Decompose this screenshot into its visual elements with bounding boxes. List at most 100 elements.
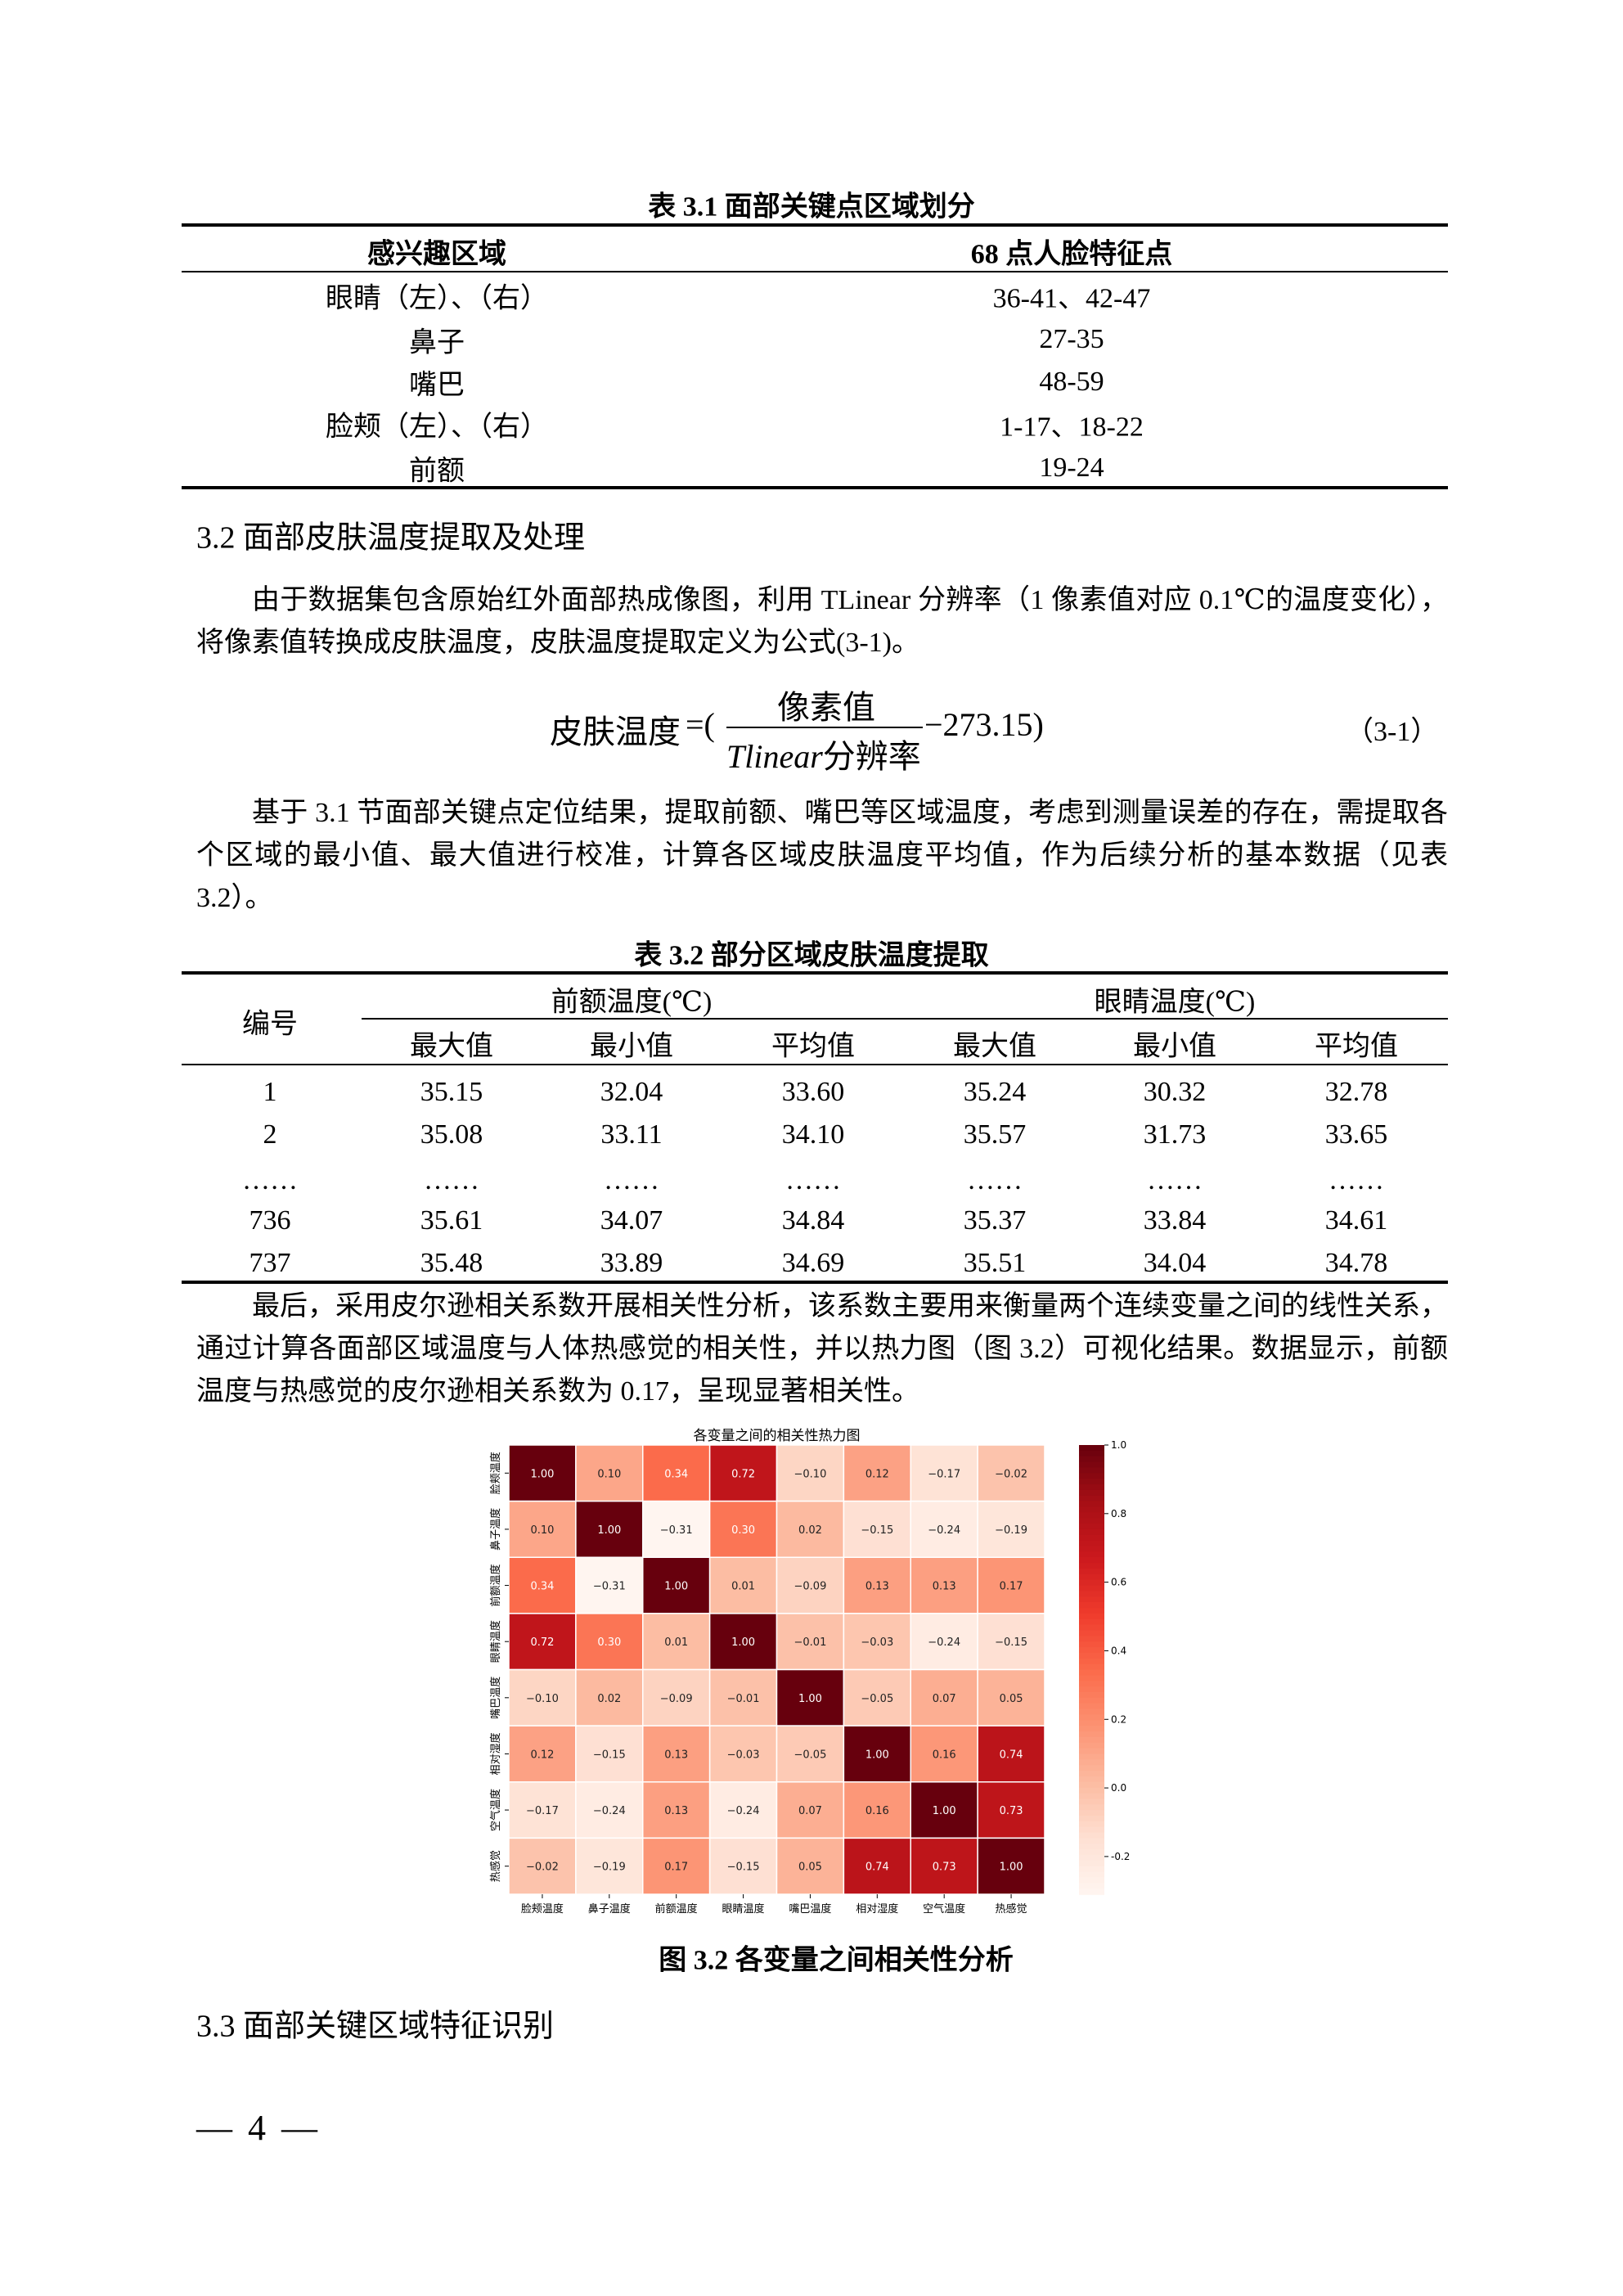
heatmap-cell <box>843 1444 911 1502</box>
table-cell: 33.11 <box>600 1119 663 1150</box>
cell-annotation: −0.05 <box>861 1693 893 1705</box>
x-tick-label: 空气温度 <box>923 1902 965 1916</box>
table-cell: 2 <box>263 1119 277 1150</box>
heatmap-cell <box>508 1781 577 1839</box>
colorbar-segment <box>1079 1546 1104 1553</box>
cell-annotation: 0.74 <box>865 1862 889 1874</box>
heatmap-cell <box>776 1725 845 1783</box>
heatmap-cell <box>642 1668 711 1727</box>
heatmap-cell <box>708 1500 778 1558</box>
colorbar-segment <box>1079 1691 1104 1699</box>
colorbar-segment <box>1079 1652 1104 1659</box>
cell-annotation: 0.01 <box>664 1636 688 1649</box>
table-cell: 35.37 <box>963 1205 1027 1236</box>
group-header: 眼睛温度(℃) <box>1094 987 1256 1018</box>
heatmap-cell <box>508 1668 577 1727</box>
colorbar-segment <box>1079 1720 1104 1727</box>
x-tick-label: 热感觉 <box>996 1902 1027 1916</box>
colorbar-segment <box>1079 1602 1104 1609</box>
colorbar-segment <box>1079 1765 1104 1772</box>
colorbar-tick-label: 1.0 <box>1111 1439 1126 1451</box>
table-cell: …… <box>242 1165 298 1195</box>
colorbar-segment <box>1079 1754 1104 1761</box>
cell-annotation: 0.10 <box>530 1524 554 1537</box>
colorbar-segment <box>1079 1495 1104 1502</box>
heatmap-cell <box>910 1500 978 1558</box>
table-cell: 34.78 <box>1324 1248 1388 1278</box>
colorbar-segment <box>1079 1821 1104 1828</box>
cell-annotation: 0.17 <box>1000 1581 1023 1593</box>
sub-header: 最大值 <box>410 1031 493 1062</box>
colorbar-segment <box>1079 1479 1104 1485</box>
cell-annotation: 1.00 <box>933 1805 956 1817</box>
section-heading: 3.2 面部皮肤温度提取及处理 <box>196 520 586 556</box>
formula-denominator: Tlinear分辨率 <box>726 730 921 777</box>
cell-annotation: 0.73 <box>1000 1805 1023 1817</box>
heatmap-cell <box>575 1500 644 1558</box>
colorbar-segment <box>1079 1658 1104 1665</box>
table-cell: 30.32 <box>1143 1077 1207 1107</box>
colorbar-segment <box>1079 1708 1104 1716</box>
x-tick-label: 嘴巴温度 <box>789 1902 831 1916</box>
cell-annotation: 1.00 <box>664 1581 688 1593</box>
cell-annotation: 0.13 <box>933 1581 956 1593</box>
cell-annotation: 0.07 <box>798 1805 822 1817</box>
colorbar-segment <box>1079 1776 1104 1783</box>
sub-header: 平均值 <box>1315 1031 1398 1062</box>
table-cell: 35.57 <box>963 1119 1027 1150</box>
cell-annotation: 0.73 <box>933 1862 956 1874</box>
cell-annotation: −0.01 <box>727 1693 760 1705</box>
id-header: 编号 <box>242 1009 298 1040</box>
cell-annotation: 0.13 <box>664 1805 688 1817</box>
table-cell: 35.48 <box>420 1248 483 1278</box>
cell-annotation: −0.02 <box>995 1468 1027 1480</box>
formula-denominator-text: 分辨率 <box>822 738 921 775</box>
colorbar-segment <box>1079 1832 1104 1839</box>
y-tick-label: 空气温度 <box>489 1789 502 1831</box>
colorbar-segment <box>1079 1883 1104 1889</box>
colorbar-segment <box>1079 1697 1104 1704</box>
table-header: 68 点人脸特征点 <box>970 239 1173 270</box>
cell-annotation: −0.01 <box>794 1636 827 1649</box>
colorbar-tick-label: 0.8 <box>1111 1508 1126 1519</box>
y-tick-label: 脸颊温度 <box>489 1452 502 1494</box>
cell-annotation: 0.10 <box>597 1468 621 1480</box>
cell-annotation: 0.02 <box>798 1524 822 1537</box>
heatmap-cell <box>843 1668 911 1727</box>
heatmap-cell <box>910 1837 978 1895</box>
colorbar-segment <box>1079 1781 1104 1789</box>
colorbar-segment <box>1079 1669 1104 1677</box>
colorbar-segment <box>1079 1860 1104 1867</box>
heatmap-cell <box>977 1556 1045 1614</box>
table-cell: 34.61 <box>1324 1205 1388 1236</box>
cell-annotation: 1.00 <box>1000 1862 1023 1874</box>
heatmap-cell <box>910 1444 978 1502</box>
colorbar-segment <box>1079 1624 1104 1632</box>
table-cell: 34.07 <box>600 1205 663 1236</box>
heatmap-cell <box>508 1725 577 1783</box>
table-cell: 33.89 <box>600 1248 663 1278</box>
formula-eq: =( <box>686 706 715 743</box>
table-cell: 35.08 <box>420 1119 483 1150</box>
heatmap-cell <box>575 1556 644 1614</box>
colorbar-segment <box>1079 1826 1104 1834</box>
table-header-rule <box>182 1064 1448 1065</box>
table-cell: …… <box>1147 1165 1203 1195</box>
region-cell: 前额 <box>409 456 465 487</box>
group-header: 前额温度(℃) <box>551 987 713 1018</box>
cell-annotation: 1.00 <box>530 1468 554 1480</box>
colorbar-segment <box>1079 1663 1104 1671</box>
heatmap-cell <box>776 1668 845 1727</box>
colorbar-segment <box>1079 1630 1104 1637</box>
colorbar-segment <box>1079 1686 1104 1693</box>
heatmap-cell <box>508 1500 577 1558</box>
colorbar-segment <box>1079 1456 1104 1463</box>
heatmap-cell <box>910 1725 978 1783</box>
cell-annotation: −0.03 <box>727 1749 760 1761</box>
colorbar-segment <box>1079 1736 1104 1744</box>
chart-title: 各变量之间的相关性热力图 <box>694 1428 861 1444</box>
colorbar-tick-label: 0.6 <box>1111 1577 1126 1588</box>
cell-annotation: 0.07 <box>933 1693 956 1705</box>
cell-annotation: −0.31 <box>660 1524 693 1537</box>
table-cell: 34.69 <box>781 1248 845 1278</box>
